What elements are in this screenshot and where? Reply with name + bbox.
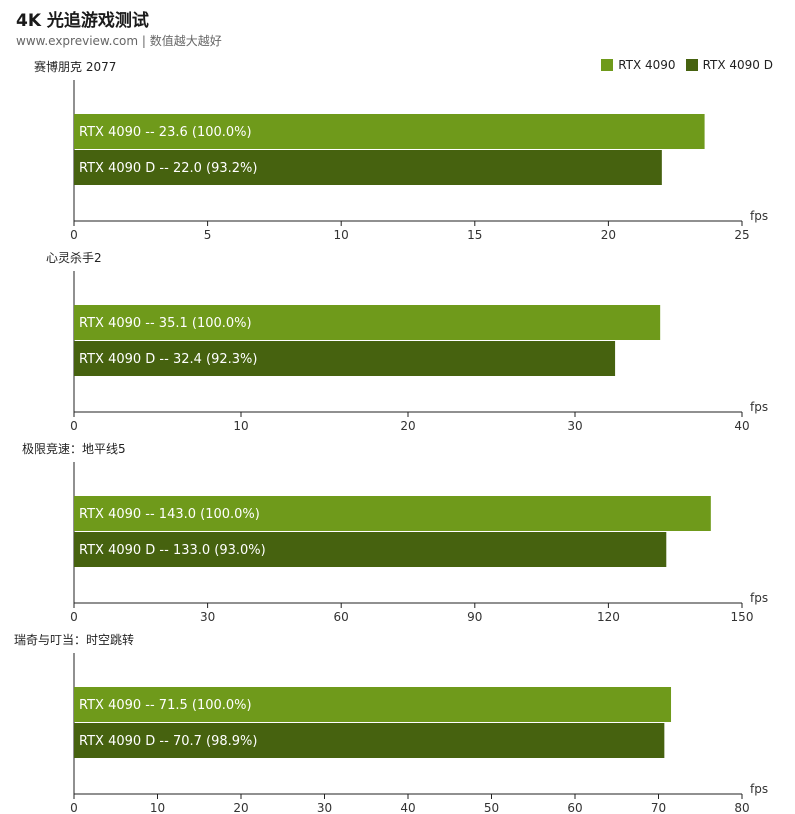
- bar: [74, 532, 667, 567]
- bar-label: RTX 4090 -- 23.6 (100.0%): [79, 125, 252, 140]
- chart-title: 极限竞速：地平线5: [22, 442, 126, 456]
- tick-label: 20: [233, 801, 248, 814]
- tick-label: 60: [567, 801, 582, 814]
- legend-swatch-rtx4090: [601, 59, 614, 71]
- tick-label: 0: [70, 228, 78, 242]
- tick-label: 20: [400, 419, 415, 433]
- bar: [74, 687, 672, 722]
- unit-label: fps: [750, 782, 768, 796]
- bar-label: RTX 4090 -- 143.0 (100.0%): [79, 507, 260, 522]
- tick-label: 50: [484, 801, 499, 814]
- bar: [74, 114, 705, 149]
- bar-label: RTX 4090 D -- 133.0 (93.0%): [79, 543, 266, 558]
- bar: [74, 341, 616, 376]
- tick-label: 0: [70, 610, 78, 624]
- legend-label-rtx4090: RTX 4090: [618, 58, 676, 72]
- legend: RTX 4090 RTX 4090 D: [601, 58, 773, 72]
- legend-item-rtx4090d[interactable]: RTX 4090 D: [685, 58, 773, 72]
- tick-label: 10: [150, 801, 165, 814]
- chart-title: 瑞奇与叮当：时空跳转: [14, 632, 134, 647]
- bar: [74, 150, 662, 185]
- tick-label: 40: [734, 419, 749, 433]
- legend-swatch-rtx4090d: [685, 59, 698, 71]
- tick-label: 0: [70, 419, 78, 433]
- legend-label-rtx4090d: RTX 4090 D: [702, 58, 773, 72]
- tick-label: 10: [334, 228, 349, 242]
- tick-label: 10: [233, 419, 248, 433]
- unit-label: fps: [750, 591, 768, 605]
- tick-label: 20: [601, 228, 616, 242]
- tick-label: 0: [70, 801, 78, 814]
- tick-label: 150: [731, 610, 754, 624]
- chart-title: 心灵杀手2: [46, 250, 102, 265]
- bar: [74, 496, 711, 531]
- tick-label: 15: [467, 228, 482, 242]
- bar-label: RTX 4090 -- 35.1 (100.0%): [79, 316, 252, 331]
- bar: [74, 305, 661, 340]
- tick-label: 120: [597, 610, 620, 624]
- tick-label: 80: [734, 801, 749, 814]
- chart-title: 赛博朋克 2077: [34, 59, 116, 74]
- bar-label: RTX 4090 D -- 32.4 (92.3%): [79, 352, 257, 367]
- unit-label: fps: [750, 209, 768, 223]
- tick-label: 25: [734, 228, 749, 242]
- tick-label: 30: [567, 419, 582, 433]
- unit-label: fps: [750, 400, 768, 414]
- tick-label: 90: [467, 610, 482, 624]
- bar: [74, 723, 665, 758]
- tick-label: 30: [317, 801, 332, 814]
- tick-label: 30: [200, 610, 215, 624]
- tick-label: 60: [334, 610, 349, 624]
- bar-label: RTX 4090 D -- 22.0 (93.2%): [79, 161, 257, 176]
- tick-label: 40: [400, 801, 415, 814]
- page-title: 4K 光追游戏测试: [16, 11, 149, 31]
- bar-label: RTX 4090 -- 71.5 (100.0%): [79, 698, 252, 713]
- page-subtitle: www.expreview.com | 数值越大越好: [16, 34, 222, 48]
- tick-label: 70: [651, 801, 666, 814]
- legend-item-rtx4090[interactable]: RTX 4090: [601, 58, 676, 72]
- tick-label: 5: [204, 228, 212, 242]
- bar-label: RTX 4090 D -- 70.7 (98.9%): [79, 734, 257, 749]
